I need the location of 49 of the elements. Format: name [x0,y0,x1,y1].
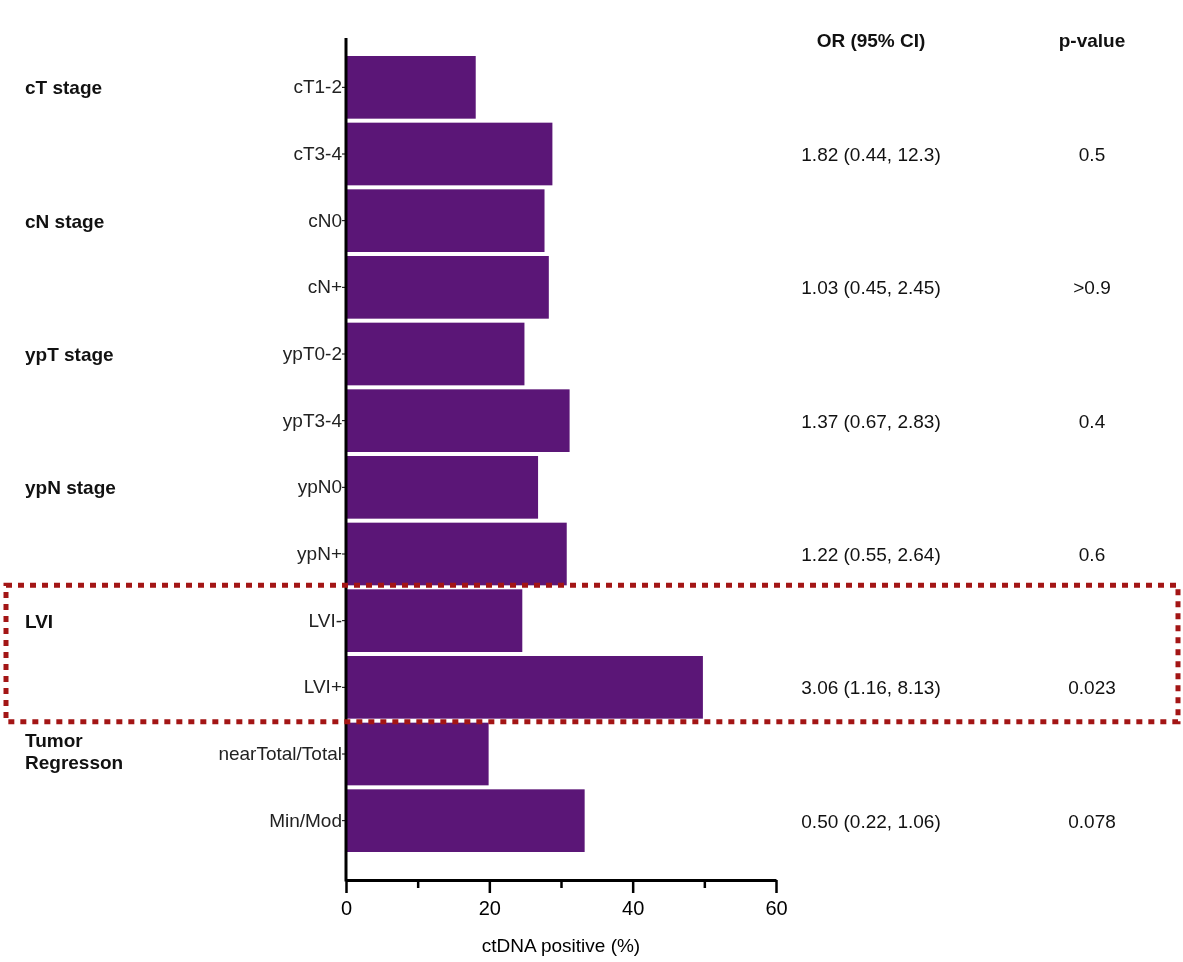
text: ypT stage [25,344,114,365]
text: >0.9 [1073,277,1111,299]
text: 0.078 [1068,810,1116,832]
bar [346,56,476,119]
bar [346,322,525,386]
y-tick-label: LVI+ [303,676,342,698]
y-tick-label: cT3-4 [293,143,343,165]
y-tick-label: nearTotal/Total [218,743,342,765]
text: 3.06 (1.16, 8.13) [801,677,941,699]
y-tick-label: ypN+ [297,543,342,565]
y-tick-label: Min/Mod [269,809,342,831]
text: 0.5 [1078,144,1106,165]
text: ypN stage [25,477,116,499]
text: 0.6 [1078,544,1106,565]
text: 0.50 (0.22, 1.06) [801,810,941,832]
bar [346,189,545,252]
x-tick-label: 60 [765,897,788,919]
text: 1.03 (0.45, 2.45) [801,277,941,299]
text: OR (95% CI) [816,30,926,51]
bar [346,122,553,186]
bar [346,789,585,852]
x-tick-label: 20 [478,897,501,919]
bar [346,589,523,652]
bar [346,389,570,452]
y-tick-label: cN+ [307,276,342,298]
text: LVI [25,610,54,632]
text: 1.22 (0.55, 2.64) [801,544,941,565]
bar [346,522,567,586]
bar [346,722,489,786]
text: 0.4 [1078,410,1106,432]
bar [346,456,539,519]
y-tick-label: ypT3-4 [282,409,343,431]
y-tick-label: ypT0-2 [282,343,342,365]
text: cN stage [25,210,105,232]
text: Tumor Regresson [25,729,124,773]
x-axis-title: ctDNA positive (%) [481,935,641,956]
x-tick-label: 0 [340,897,353,919]
text: cT stage [25,77,103,99]
bar [346,256,549,319]
x-tick-label: 40 [622,897,645,919]
text: 0.023 [1068,677,1116,699]
y-tick-label: cN0 [308,209,342,231]
y-tick-label: LVI- [308,609,342,631]
y-tick-label: ypN0 [297,476,342,498]
bar [346,656,703,719]
text: p-value [1058,30,1126,51]
text: 1.82 (0.44, 12.3) [801,144,941,165]
y-tick-label: cT1-2 [293,76,342,98]
text: 1.37 (0.67, 2.83) [801,410,941,432]
